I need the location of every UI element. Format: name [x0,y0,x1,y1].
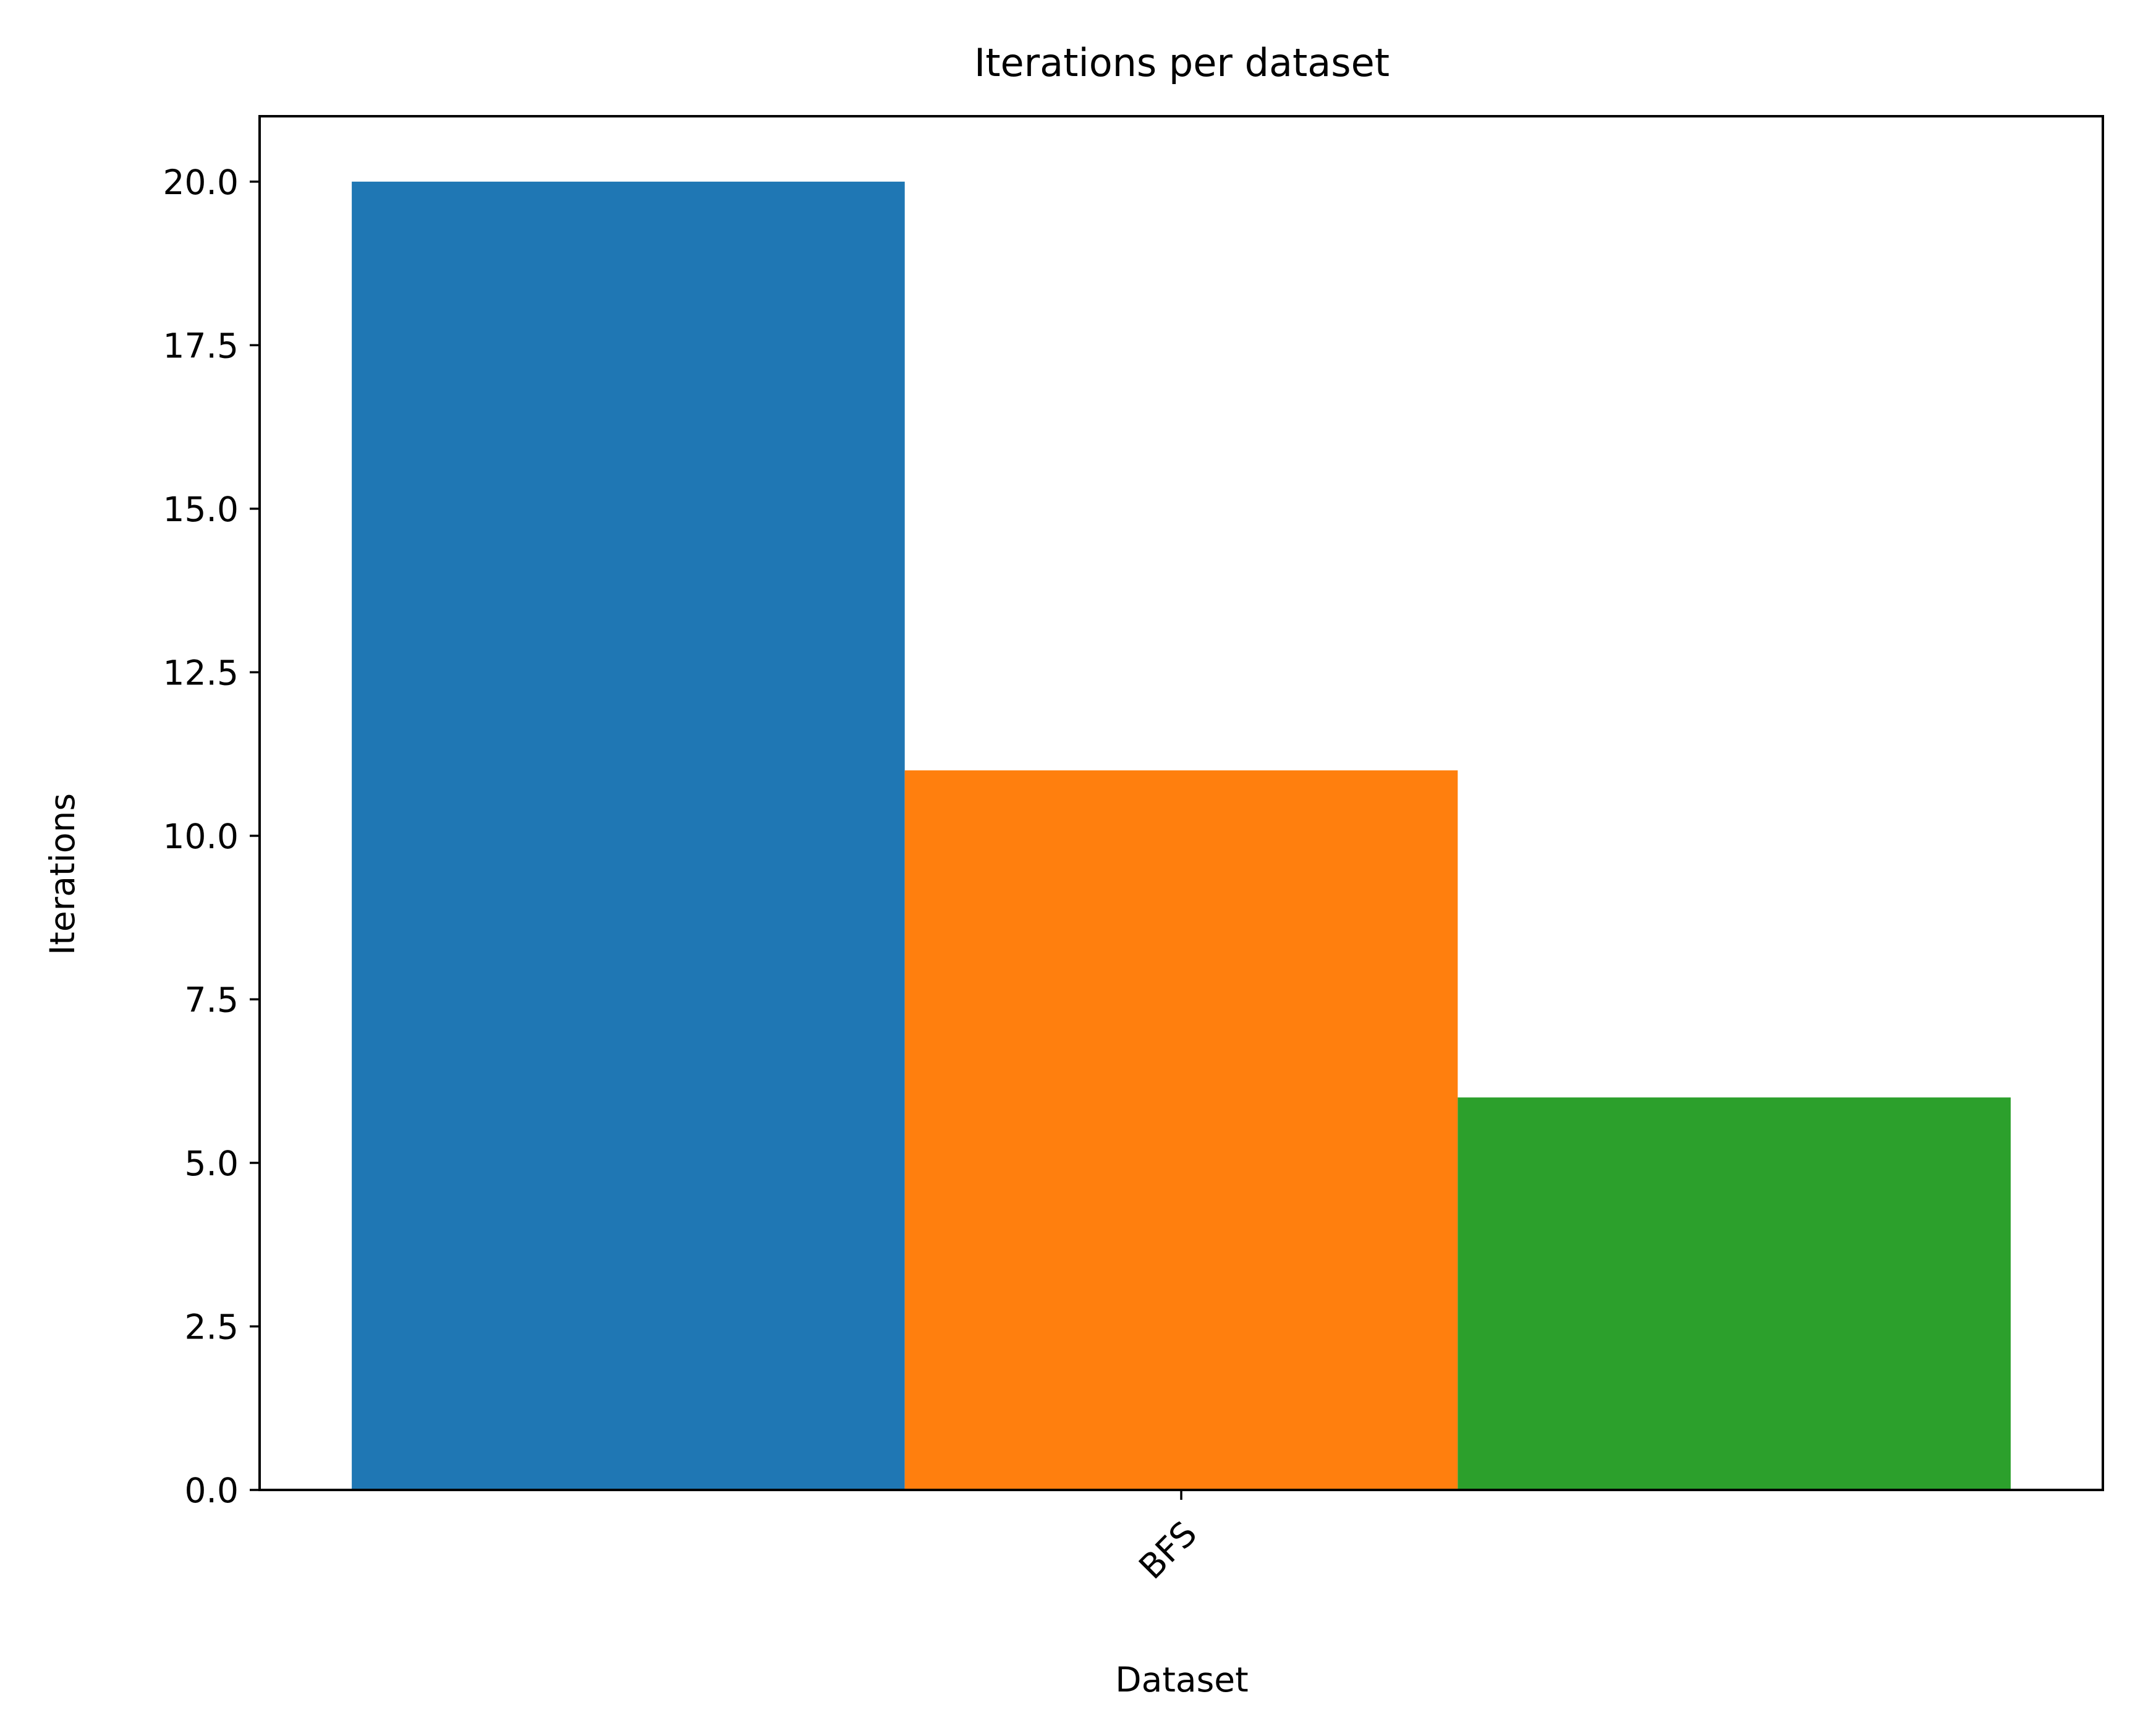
y-tick-label: 12.5 [163,653,239,692]
bars-layer [352,181,2011,1490]
y-tick-label: 15.0 [163,490,239,529]
y-tick-label: 2.5 [185,1307,239,1347]
y-tick-label: 0.0 [185,1471,239,1510]
y-tick-label: 7.5 [185,980,239,1019]
bar-series-2 [904,770,1458,1490]
y-tick-label: 17.5 [163,326,239,365]
x-axis-label: Dataset [1115,1660,1248,1700]
y-tick-label: 10.0 [163,817,239,856]
y-tick-label: 20.0 [163,163,239,202]
chart-title: Iterations per dataset [974,40,1390,85]
bar-series-1 [352,181,905,1490]
y-tick-label: 5.0 [185,1144,239,1183]
y-axis-label: Iterations [43,793,82,955]
bar-series-3 [1458,1097,2011,1490]
